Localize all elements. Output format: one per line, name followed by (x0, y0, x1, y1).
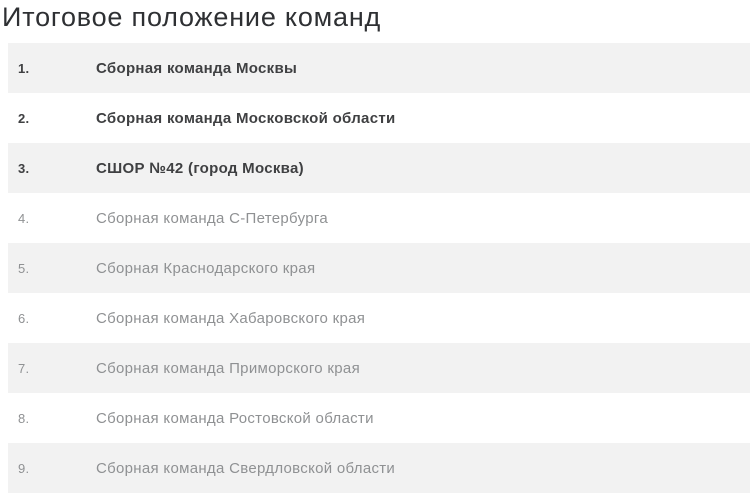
standings-row: 2. Сборная команда Московской области (8, 93, 750, 143)
standings-row: 8. Сборная команда Ростовской области (8, 393, 750, 443)
team-name: Сборная команда Московской области (96, 109, 396, 127)
standings-row: 7. Сборная команда Приморского края (8, 343, 750, 393)
team-name: Сборная команда Хабаровского края (96, 309, 366, 327)
standings-row: 3. СШОР №42 (город Москва) (8, 143, 750, 193)
standings-row: 1. Сборная команда Москвы (8, 43, 750, 93)
standings-row: 5. Сборная Краснодарского края (8, 243, 750, 293)
team-name: Сборная команда Москвы (96, 59, 298, 77)
standings-row: 9. Сборная команда Свердловской области (8, 443, 750, 493)
standings-row: 4. Сборная команда С-Петербурга (8, 193, 750, 243)
team-name: Сборная команда Свердловской области (96, 459, 396, 477)
team-name: Сборная команда Ростовской области (96, 409, 374, 427)
rank-number: 1. (18, 60, 30, 76)
rank-number: 9. (18, 460, 30, 476)
rank-number: 6. (18, 310, 30, 326)
team-name: СШОР №42 (город Москва) (96, 159, 304, 177)
rank-number: 5. (18, 260, 30, 276)
team-name: Сборная команда С-Петербурга (96, 209, 328, 227)
page-title: Итоговое положение команд (2, 2, 382, 32)
team-name: Сборная команда Приморского края (96, 359, 360, 377)
rank-number: 4. (18, 210, 30, 226)
standings-table: 1. Сборная команда Москвы 2. Сборная команд… (8, 43, 750, 493)
team-name: Сборная Краснодарского края (96, 259, 316, 277)
rank-number: 2. (18, 110, 30, 126)
rank-number: 7. (18, 360, 30, 376)
rank-number: 3. (18, 160, 30, 176)
standings-row: 6. Сборная команда Хабаровского края (8, 293, 750, 343)
rank-number: 8. (18, 410, 30, 426)
